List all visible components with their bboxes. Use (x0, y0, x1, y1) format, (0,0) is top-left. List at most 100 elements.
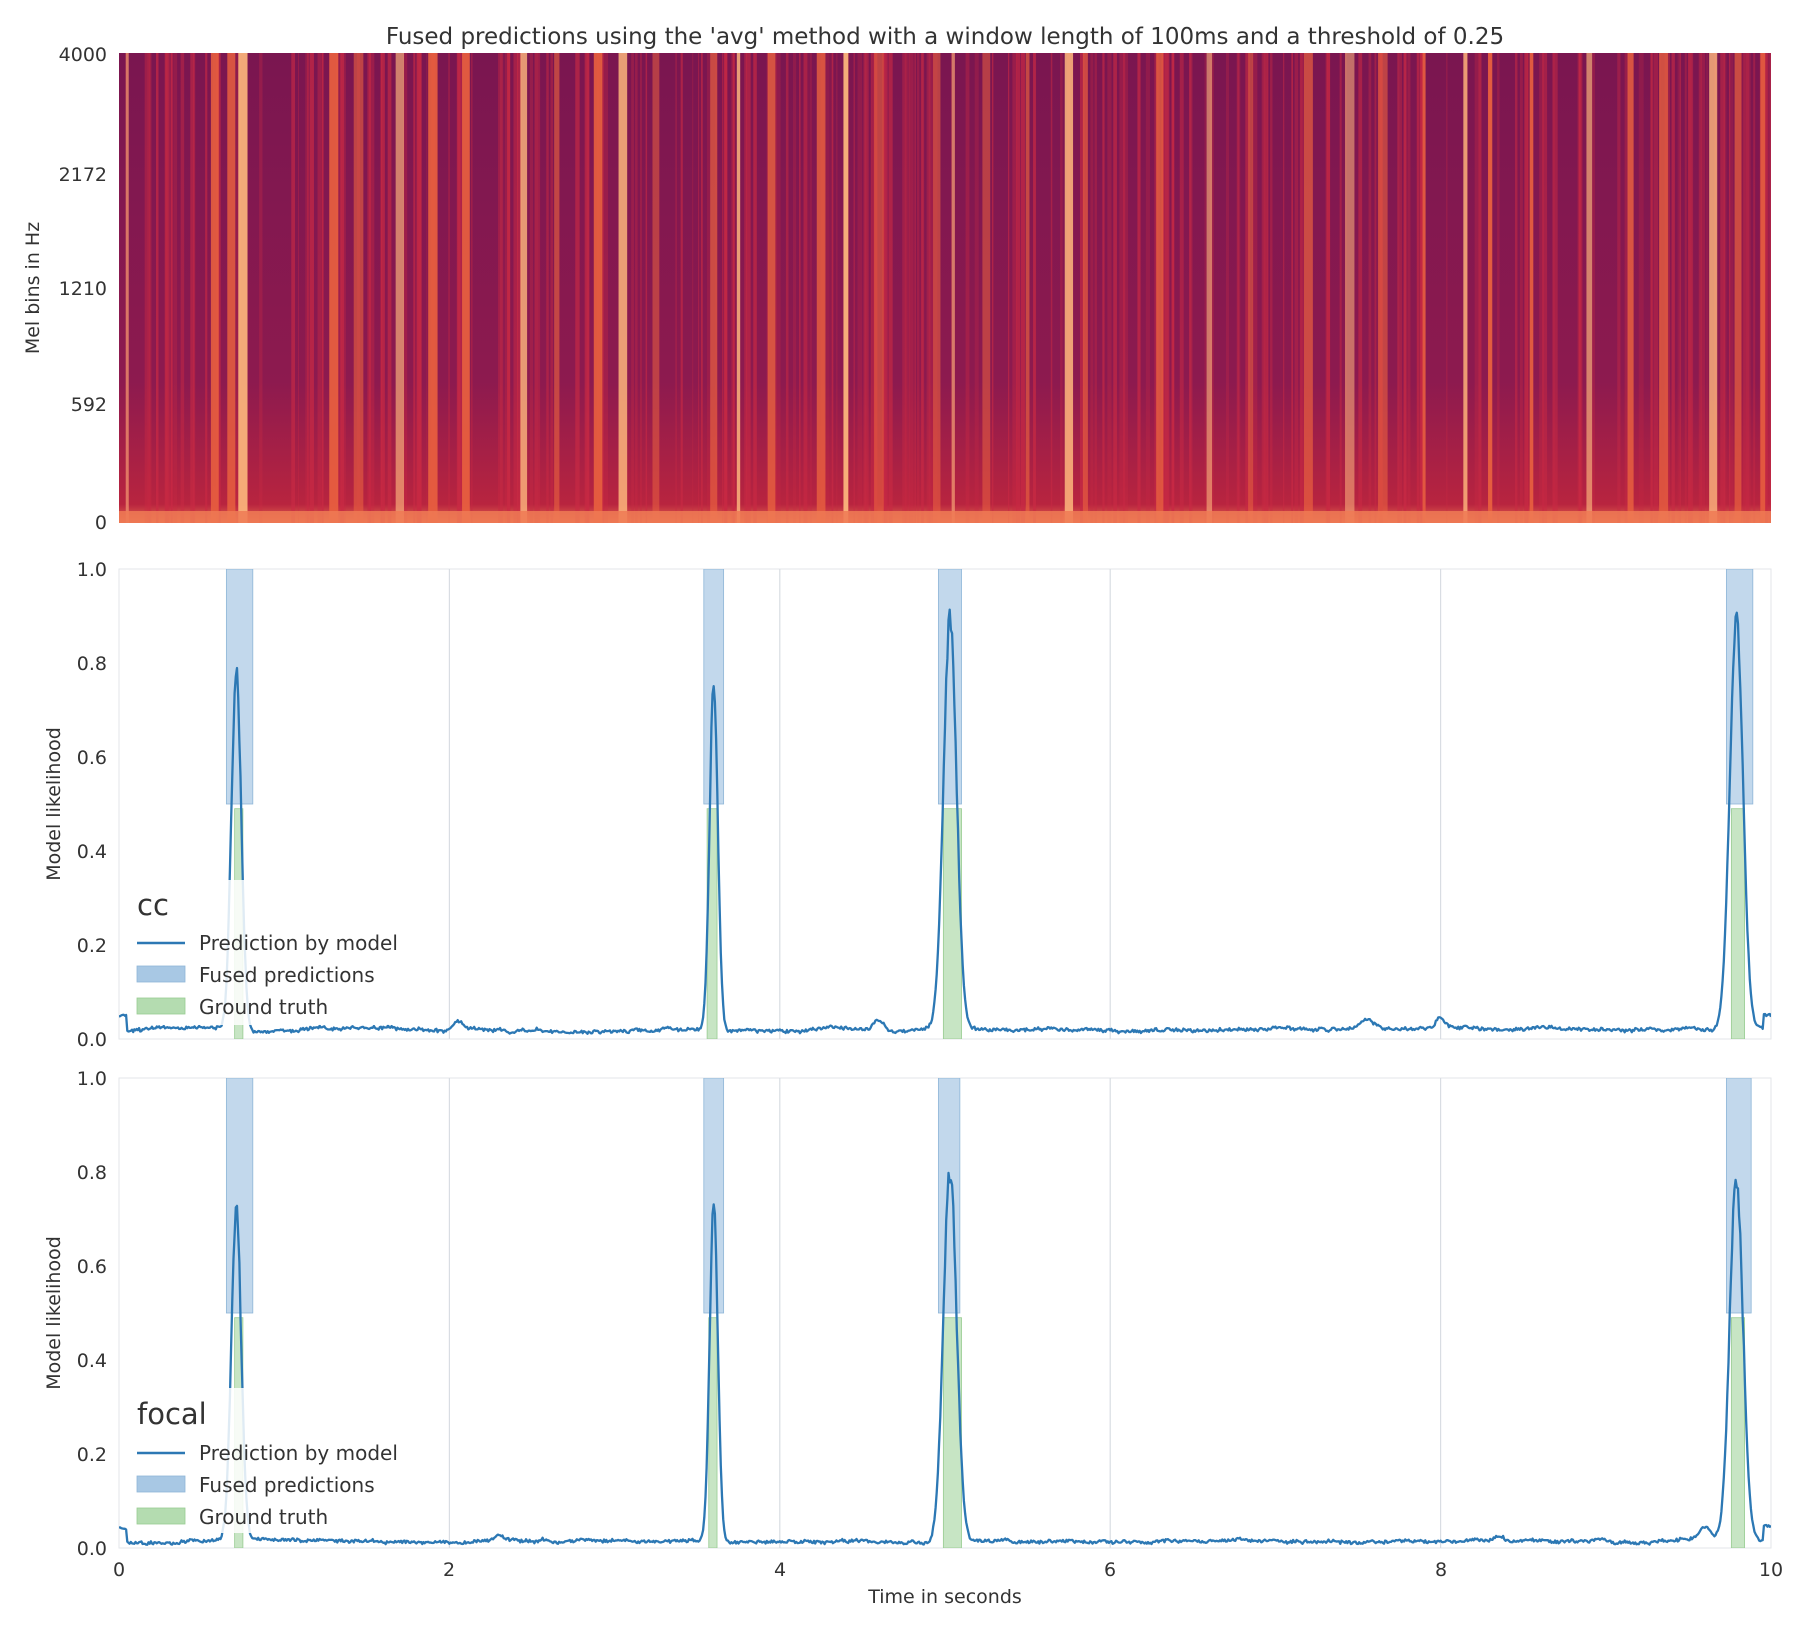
spectrogram-band (593, 53, 603, 523)
spectrogram-texture-stripe (1245, 53, 1248, 523)
xtick-label: 2 (443, 1559, 455, 1581)
spectrogram-band (210, 53, 219, 523)
spectrogram-texture-stripe (1624, 53, 1629, 523)
spectrogram-texture-stripe (190, 53, 195, 523)
spectrogram-texture-stripe (1137, 53, 1139, 523)
spectrogram-texture-stripe (498, 53, 500, 523)
spectrogram-texture-stripe (498, 53, 503, 523)
focal-legend-fused-swatch (136, 1475, 186, 1493)
spectrogram-band (874, 53, 884, 523)
spectrogram-texture-stripe (170, 53, 173, 523)
spectrogram-texture-stripe (631, 53, 634, 523)
cc-ytick-label: 0.8 (77, 653, 107, 675)
spectrogram-texture-stripe (692, 53, 694, 523)
spectrogram-texture-stripe (297, 53, 300, 523)
spectrogram-texture-stripe (147, 53, 151, 523)
spectrogram-texture-stripe (1102, 53, 1105, 523)
spectrogram-texture-stripe (144, 53, 148, 523)
spectrogram-texture-stripe (1764, 53, 1769, 523)
spectrogram-texture-stripe (1368, 53, 1372, 523)
spectrogram-texture-stripe (1358, 53, 1363, 523)
spectrogram-texture-stripe (1060, 53, 1063, 523)
spectrogram-texture-stripe (1080, 53, 1085, 523)
focal-ytick-label: 0.0 (77, 1538, 107, 1560)
spectrogram-texture-stripe (1262, 53, 1267, 523)
spectrogram-band (736, 53, 741, 523)
spectrogram-texture-stripe (640, 53, 642, 523)
spectrogram-texture-stripe (1266, 53, 1268, 523)
xtick-label: 6 (1104, 1559, 1116, 1581)
spectrogram-texture-stripe (697, 53, 700, 523)
xtick-label: 4 (774, 1559, 786, 1581)
spectrogram-texture-stripe (322, 53, 325, 523)
spectrogram-band (1156, 53, 1164, 523)
spectrogram-band (353, 53, 364, 523)
spectrogram-texture-stripe (745, 53, 751, 523)
spectrogram-texture-stripe (1746, 53, 1751, 523)
spectrogram-texture-stripe (368, 53, 371, 523)
spectrogram-texture-stripe (603, 53, 609, 523)
spectrogram-texture-stripe (1526, 53, 1528, 523)
spectrogram-band (1529, 53, 1534, 523)
spectrogram-texture-stripe (645, 53, 648, 523)
spectrogram-texture-stripe (1524, 53, 1529, 523)
spectrogram-texture-stripe (403, 53, 408, 523)
spectrogram-texture-stripe (155, 53, 159, 523)
spectrogram-texture-stripe (575, 53, 580, 523)
spectrogram-ytick-label: 1210 (59, 278, 107, 300)
spectrogram-texture-stripe (1163, 53, 1168, 523)
spectrogram-band (1025, 53, 1030, 523)
cc-ytick-label: 0.2 (77, 935, 107, 957)
spectrogram-texture-stripe (1020, 53, 1025, 523)
spectrogram-texture-stripe (830, 53, 832, 523)
cc-ytick-label: 0.4 (77, 841, 107, 863)
spectrogram-texture-stripe (744, 53, 747, 523)
spectrogram-band (1422, 53, 1426, 523)
cc-panel: Model likelihood 1.0 0.8 0.6 0.4 0.2 0.0… (43, 559, 1772, 1051)
spectrogram-band (1345, 53, 1355, 523)
spectrogram-ytick-label: 2172 (59, 164, 107, 186)
spectrogram-texture-stripe (1553, 53, 1558, 523)
spectrogram-texture-stripe (1769, 53, 1771, 523)
spectrogram-texture-stripe (307, 53, 309, 523)
spectrogram-band (652, 53, 660, 523)
spectrogram-band (125, 53, 129, 523)
spectrogram-texture-stripe (149, 53, 152, 523)
spectrogram-texture-stripe (1542, 53, 1548, 523)
spectrogram-texture-stripe (1688, 53, 1694, 523)
ground-truth-span (708, 1317, 718, 1548)
spectrogram-texture-stripe (1397, 53, 1400, 523)
spectrogram-texture-stripe (180, 53, 185, 523)
spectrogram-texture-stripe (700, 53, 703, 523)
spectrogram-texture-stripe (1179, 53, 1184, 523)
spectrogram-texture-stripe (1416, 53, 1420, 523)
xtick-label: 8 (1435, 1559, 1447, 1581)
cc-panel-label: cc (137, 888, 169, 922)
cc-ytick-label: 0.6 (77, 747, 107, 769)
spectrogram-texture-stripe (1474, 53, 1479, 523)
spectrogram-texture-stripe (807, 53, 809, 523)
spectrogram-texture-stripe (882, 53, 887, 523)
spectrogram-texture-stripe (926, 53, 931, 523)
spectrogram-texture-stripe (745, 53, 751, 523)
spectrogram-texture-stripe (309, 53, 314, 523)
spectrogram-texture-stripe (457, 53, 463, 523)
spectrogram-texture-stripe (259, 53, 263, 523)
spectrogram-texture-stripe (1524, 53, 1529, 523)
focal-legend-gt-swatch (136, 1507, 186, 1525)
x-axis-label: Time in seconds (867, 1586, 1022, 1608)
spectrogram-texture-stripe (1720, 53, 1725, 523)
spectrogram-bands (119, 53, 1771, 523)
spectrogram-band (1206, 53, 1213, 523)
fused-prediction-span (937, 1078, 961, 1314)
spectrogram-texture-stripe (853, 53, 855, 523)
spectrogram-band (238, 53, 248, 523)
cc-ylabel: Model likelihood (43, 727, 65, 881)
spectrogram-band (1377, 53, 1388, 523)
fused-prediction-span (703, 1078, 725, 1314)
spectrogram-low-band (119, 511, 1771, 523)
spectrogram-panel: Mel bins in Hz 4000 2172 1210 592 0 (22, 44, 1771, 534)
spectrogram-ytick-label: 4000 (59, 44, 107, 66)
spectrogram-texture-stripe (831, 53, 834, 523)
spectrogram-texture-stripe (417, 53, 421, 523)
